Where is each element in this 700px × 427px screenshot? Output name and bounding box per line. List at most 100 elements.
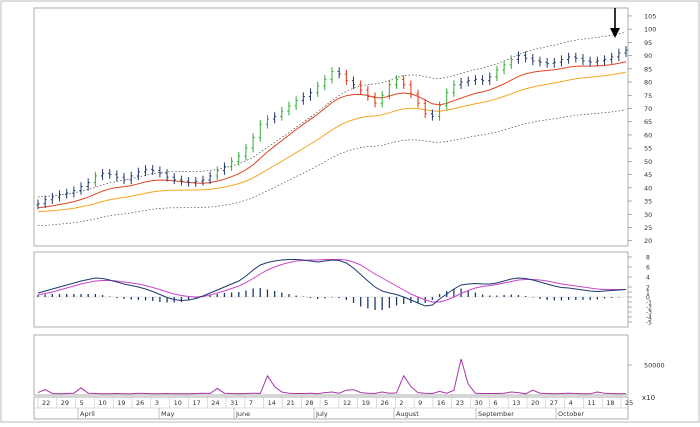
x-month-label: October bbox=[558, 410, 584, 418]
price-bar bbox=[108, 169, 112, 179]
x-day-label: 26 bbox=[136, 399, 144, 407]
x-day-label: 13 bbox=[512, 399, 520, 407]
price-tick-label: 95 bbox=[644, 39, 652, 47]
price-bar bbox=[136, 167, 140, 181]
price-bar bbox=[36, 199, 40, 210]
price-bar bbox=[552, 57, 556, 68]
x-month-label: April bbox=[80, 410, 95, 418]
price-bar bbox=[423, 98, 427, 119]
price-bar bbox=[595, 56, 599, 67]
price-bar bbox=[430, 109, 434, 121]
price-bar bbox=[79, 182, 83, 195]
price-bar bbox=[172, 173, 176, 185]
price-bar bbox=[316, 81, 320, 97]
price-bar bbox=[545, 57, 549, 68]
price-bar bbox=[416, 89, 420, 108]
macd-tick-label: -5 bbox=[646, 320, 652, 327]
x-month-label: August bbox=[396, 410, 419, 418]
price-bar bbox=[230, 157, 234, 171]
price-bar bbox=[437, 101, 442, 121]
lower-band-line bbox=[37, 109, 627, 226]
price-bar bbox=[624, 46, 628, 58]
price-bar bbox=[280, 106, 284, 121]
price-bar bbox=[373, 92, 377, 108]
x-day-label: 5 bbox=[324, 399, 328, 407]
x-day-label: 11 bbox=[587, 399, 595, 407]
x-month-label: June bbox=[235, 410, 250, 418]
price-bar bbox=[186, 176, 191, 187]
scale-note: x10 bbox=[642, 394, 655, 402]
down-arrow-annotation bbox=[610, 8, 620, 38]
price-bar bbox=[588, 56, 592, 67]
price-bar bbox=[387, 80, 391, 100]
price-bar bbox=[330, 67, 334, 84]
macd-tick-label: 2 bbox=[646, 285, 650, 292]
macd-panel bbox=[33, 251, 629, 328]
price-bar bbox=[366, 85, 370, 101]
price-bar bbox=[402, 75, 406, 89]
x-day-label: 20 bbox=[531, 399, 539, 407]
price-tick-label: 30 bbox=[644, 211, 652, 219]
x-day-label: 27 bbox=[550, 399, 558, 407]
price-bar bbox=[610, 52, 614, 64]
macd-tick-label: -4 bbox=[646, 315, 652, 322]
macd-line bbox=[37, 259, 627, 307]
price-bar bbox=[251, 133, 255, 153]
price-tick-label: 75 bbox=[644, 92, 652, 100]
price-bar bbox=[359, 80, 363, 95]
price-bar bbox=[344, 69, 348, 85]
price-tick-label: 35 bbox=[644, 198, 652, 206]
price-bar bbox=[524, 51, 528, 63]
ma-slow-line bbox=[37, 71, 627, 213]
price-tick-label: 60 bbox=[644, 131, 652, 139]
x-day-label: 30 bbox=[475, 399, 483, 407]
price-bar bbox=[93, 171, 97, 187]
price-bar bbox=[466, 76, 470, 87]
price-bar bbox=[43, 195, 47, 208]
price-bar bbox=[602, 55, 607, 66]
x-month-label: May bbox=[161, 410, 175, 418]
macd-tick-label: 4 bbox=[646, 275, 650, 282]
price-tick-label: 50 bbox=[644, 158, 652, 166]
price-bar bbox=[445, 88, 449, 111]
price-bar bbox=[559, 55, 564, 67]
x-day-label: 7 bbox=[249, 399, 253, 407]
price-bar bbox=[179, 175, 184, 186]
x-day-label: 5 bbox=[80, 399, 84, 407]
x-month-label: September bbox=[478, 410, 514, 418]
x-day-label: 19 bbox=[117, 399, 125, 407]
price-tick-label: 20 bbox=[644, 237, 652, 245]
price-tick-label: 85 bbox=[644, 65, 652, 73]
price-bar bbox=[222, 162, 227, 175]
x-day-label: 25 bbox=[625, 399, 633, 407]
price-bar bbox=[165, 169, 169, 182]
price-bar bbox=[488, 72, 492, 85]
macd-tick-label: 8 bbox=[646, 255, 650, 262]
price-bar bbox=[244, 143, 248, 161]
x-day-label: 12 bbox=[343, 399, 351, 407]
price-bar bbox=[516, 51, 521, 64]
price-bar bbox=[380, 91, 384, 108]
price-bar bbox=[86, 178, 90, 191]
price-tick-label: 105 bbox=[644, 12, 656, 20]
x-day-label: 9 bbox=[418, 399, 422, 407]
price-bar bbox=[122, 173, 126, 185]
x-month-label: July bbox=[315, 410, 328, 418]
price-bar bbox=[495, 65, 499, 81]
price-bar bbox=[308, 88, 313, 101]
price-bar bbox=[473, 75, 478, 85]
price-bar bbox=[459, 77, 463, 89]
macd-tick-label: -1 bbox=[646, 300, 652, 307]
x-day-label: 4 bbox=[569, 399, 573, 407]
x-day-label: 6 bbox=[493, 399, 497, 407]
x-day-label: 14 bbox=[268, 399, 276, 407]
x-day-label: 22 bbox=[42, 399, 50, 407]
x-day-label: 18 bbox=[606, 399, 614, 407]
price-bar bbox=[72, 186, 76, 198]
x-day-label: 10 bbox=[174, 399, 182, 407]
macd-tick-label: 1 bbox=[646, 290, 650, 297]
price-bar bbox=[50, 192, 54, 204]
macd-tick-label: 6 bbox=[646, 265, 650, 272]
macd-tick-label: 0 bbox=[646, 295, 650, 302]
